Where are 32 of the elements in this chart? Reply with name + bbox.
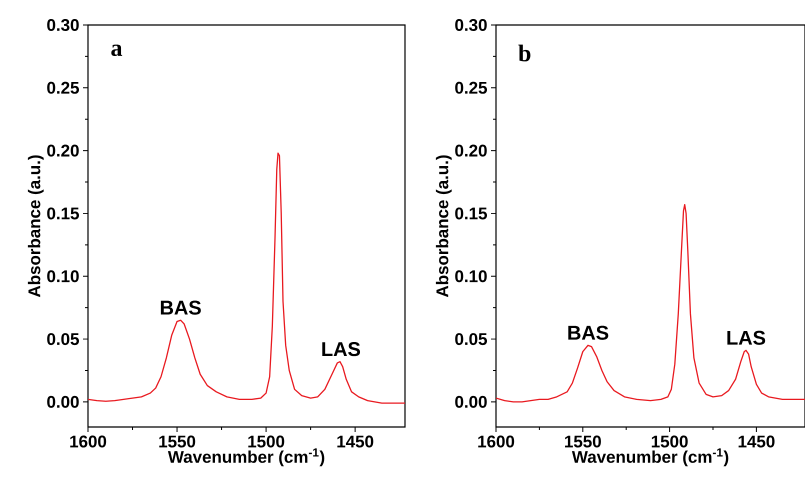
y-tick-label: 0.15 [455, 207, 488, 220]
annotation: b [518, 44, 530, 62]
y-tick-label: 0.20 [47, 144, 79, 157]
x-tick-label: 1450 [337, 436, 374, 448]
y-tick-label: 0.00 [47, 396, 79, 408]
annotation: BAS [160, 300, 201, 315]
y-tick-label: 0.30 [455, 18, 487, 31]
x-axis-title: Wavenumber (cm$^{-1}$) [572, 448, 728, 466]
annotation: a [111, 44, 122, 56]
x-tick-label: 1600 [478, 436, 514, 448]
y-tick-label: 0.25 [455, 82, 488, 94]
x-tick-label: 1500 [248, 436, 284, 448]
y-tick-label: 0.30 [47, 18, 79, 31]
y-tick-label: 0.05 [47, 333, 80, 346]
annotation: LAS [727, 330, 766, 345]
x-tick-label: 1550 [159, 436, 196, 448]
x-tick-label: 1600 [70, 436, 106, 448]
y-tick-label: 0.10 [47, 270, 79, 282]
x-axis-title: Wavenumber (cm$^{-1}$) [168, 448, 324, 466]
y-tick-label: 0.20 [455, 144, 487, 157]
x-tick-label: 1550 [565, 436, 601, 448]
y-axis-title: Absorbance (a.u.) [28, 155, 44, 298]
y-tick-label: 0.00 [455, 396, 487, 408]
y-tick-label: 0.25 [47, 82, 80, 94]
y-axis-title: Absorbance (a.u.) [436, 155, 452, 298]
x-tick-label: 1500 [652, 436, 688, 448]
annotation: BAS [568, 326, 608, 340]
y-tick-label: 0.10 [455, 270, 487, 282]
y-tick-label: 0.15 [47, 207, 80, 220]
annotation: LAS [322, 342, 360, 356]
x-tick-label: 1450 [738, 436, 775, 448]
y-tick-label: 0.05 [455, 333, 488, 346]
